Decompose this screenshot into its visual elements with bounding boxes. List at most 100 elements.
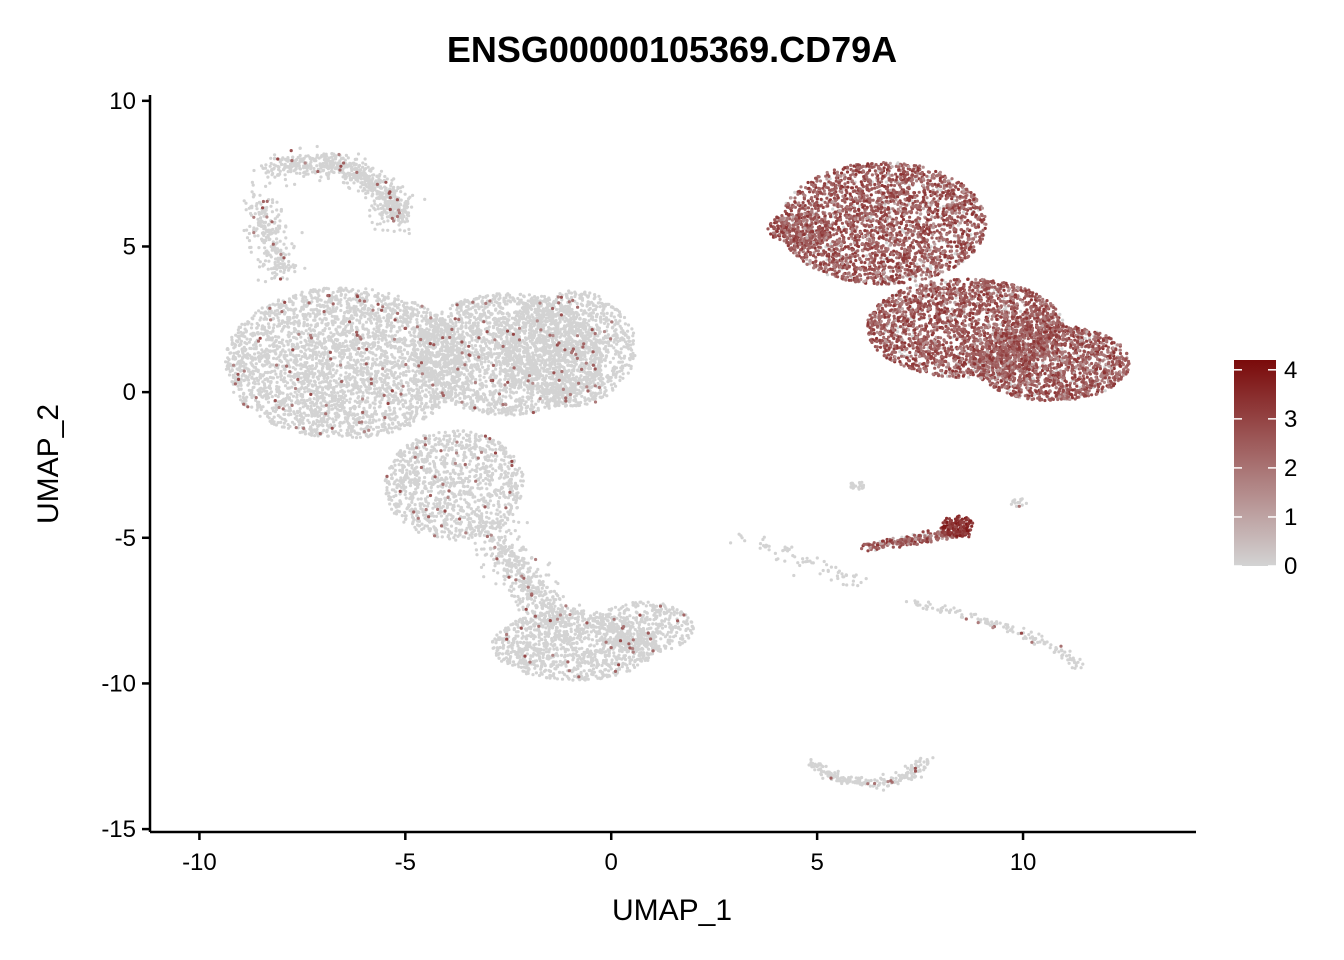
cell-point [419, 385, 423, 390]
cell-point [314, 409, 318, 413]
cell-point [227, 357, 231, 361]
cell-point [304, 386, 308, 390]
cell-point [299, 293, 303, 297]
cell-point [344, 340, 348, 344]
cell-point [263, 389, 267, 393]
cell-point [288, 408, 292, 413]
cell-point [285, 306, 289, 310]
cell-point [271, 200, 275, 205]
cell-point [323, 391, 327, 395]
cell-point [374, 333, 378, 337]
cell-point [278, 239, 282, 243]
cell-point [388, 306, 392, 310]
cell-point [246, 320, 250, 324]
cell-point [377, 418, 381, 422]
cell-point [349, 329, 353, 333]
cell-point [302, 303, 306, 307]
cell-point [410, 397, 414, 401]
cell-point [284, 419, 288, 423]
cell-point [374, 311, 378, 315]
cell-point [393, 416, 397, 420]
cell-point [282, 412, 286, 416]
cell-point [295, 337, 299, 341]
cell-point [375, 379, 379, 383]
cell-point [332, 341, 336, 346]
cell-point [243, 323, 247, 327]
cell-point [341, 383, 345, 388]
cell-point [342, 420, 346, 424]
cell-point [387, 334, 391, 338]
cell-point [464, 321, 468, 325]
cell-point [361, 378, 365, 382]
cell-point [360, 366, 364, 370]
cell-point [268, 164, 272, 168]
cell-point [232, 390, 236, 394]
cell-point [407, 369, 411, 373]
cell-point [303, 361, 307, 365]
cell-point [339, 157, 344, 161]
cell-point [315, 164, 319, 168]
cell-point [240, 322, 244, 326]
cell-point [402, 348, 406, 352]
cell-point [359, 362, 363, 366]
cell-point [290, 242, 294, 246]
cell-point [348, 378, 352, 382]
cell-point [297, 423, 301, 427]
cell-point [372, 317, 376, 321]
cell-point [245, 236, 250, 240]
cell-point [285, 393, 290, 397]
cell-point [379, 186, 383, 190]
cell-point [284, 236, 288, 240]
cell-point [243, 349, 247, 353]
cell-point [285, 322, 290, 326]
cell-point [280, 262, 284, 266]
cell-point [241, 334, 245, 338]
cell-point [289, 265, 293, 269]
cell-point [371, 341, 375, 345]
cell-point [522, 295, 526, 299]
cell-point [386, 430, 390, 434]
cell-point [323, 420, 327, 424]
cell-point [266, 370, 270, 374]
cell-point [521, 412, 525, 416]
cell-point [227, 364, 231, 368]
cell-point [352, 181, 356, 185]
cell-point [398, 308, 402, 312]
cell-point [346, 416, 350, 420]
cell-point [385, 325, 389, 329]
cell-point [390, 412, 394, 416]
cell-point [292, 244, 296, 248]
cell-point [275, 200, 279, 204]
cell-point [399, 315, 403, 319]
cell-point [386, 295, 390, 299]
cell-point [390, 430, 394, 434]
cell-point [409, 333, 413, 337]
cell-point [370, 288, 374, 292]
cell-point [285, 339, 289, 343]
cell-point [349, 364, 353, 368]
cell-point [347, 171, 352, 176]
cell-point [288, 352, 292, 356]
cell-point [362, 351, 367, 355]
cell-point [311, 348, 315, 352]
cell-point [339, 293, 343, 297]
cell-point [407, 330, 412, 334]
cell-point [238, 381, 242, 386]
cell-point [371, 176, 375, 181]
cell-point [259, 164, 264, 168]
cell-point [378, 180, 382, 184]
cell-point [381, 197, 385, 201]
cell-point [277, 392, 282, 396]
cell-point [283, 384, 288, 388]
cell-point [343, 296, 347, 300]
cell-point [315, 144, 319, 149]
cell-point [368, 405, 372, 409]
cell-point [335, 364, 339, 368]
cell-point [385, 342, 389, 346]
cell-point [275, 208, 279, 212]
cell-point [314, 350, 318, 354]
cell-point [357, 165, 361, 169]
cell-point [391, 201, 395, 205]
cell-point [282, 270, 286, 275]
cell-point [299, 357, 303, 361]
